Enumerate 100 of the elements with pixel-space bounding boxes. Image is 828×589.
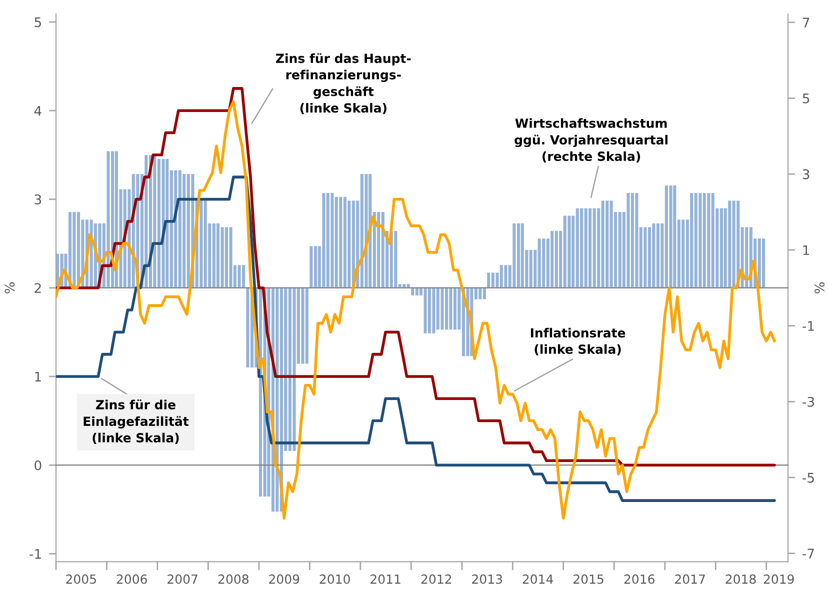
y-tick-label: 4 (34, 106, 42, 116)
bar (106, 151, 110, 288)
bar (538, 238, 541, 288)
bar (720, 208, 723, 288)
bar (550, 230, 554, 288)
bar (762, 238, 766, 288)
bar (669, 185, 672, 288)
bar (626, 193, 630, 288)
bar (415, 288, 418, 296)
y-tick-label: 1 (35, 372, 41, 382)
bar (563, 216, 566, 288)
bar (745, 227, 748, 288)
line-series (56, 87, 776, 466)
bar (310, 246, 313, 288)
x-tick-label: 2012 (421, 574, 452, 584)
bar (580, 208, 584, 288)
y2-tick-label: 5 (802, 94, 810, 104)
bar (276, 288, 279, 512)
bar (339, 196, 342, 288)
bar (153, 155, 156, 288)
bar (440, 288, 444, 330)
bar (432, 288, 436, 334)
x-tick-label: 2016 (624, 574, 654, 584)
bar (673, 185, 676, 288)
x-tick-label: 2013 (472, 574, 502, 584)
text: Zins für das Haupt- refinanzierungs- geschäft (linke Skala) (276, 53, 411, 114)
line-series (56, 100, 776, 520)
bar (76, 212, 80, 288)
bar (292, 288, 296, 451)
bar (348, 200, 351, 288)
x-tick-label: 2011 (370, 574, 400, 584)
x-tick-label: 2017 (675, 574, 705, 584)
bar (516, 223, 520, 288)
bar (592, 208, 596, 288)
bar (449, 288, 452, 330)
bar (588, 208, 592, 288)
bar (144, 155, 148, 288)
bar (702, 193, 706, 288)
bar (186, 174, 190, 288)
bar (568, 216, 571, 288)
bar (204, 200, 207, 288)
bar (478, 288, 482, 300)
bar (229, 227, 232, 288)
x-tick-label: 2019 (764, 574, 794, 584)
bar (520, 223, 524, 288)
x-tick-label: 2010 (320, 574, 350, 584)
bar (576, 208, 579, 288)
bar (711, 193, 714, 288)
y-tick-label: 0 (34, 460, 42, 470)
x-tick-label: 2007 (168, 574, 198, 584)
bar (334, 196, 338, 288)
bar (166, 158, 169, 288)
bar (512, 223, 516, 288)
bar (554, 230, 558, 288)
y2-axis-title: % (814, 282, 825, 294)
text: Inflationsrate (linke Skala) (530, 328, 626, 356)
y2-tick-label: -5 (802, 472, 814, 483)
bar (610, 200, 613, 288)
bar (444, 288, 448, 330)
bar (377, 212, 380, 288)
y-tick-label: 3 (34, 194, 42, 204)
series-label: Wirtschaftswachstum ggü. Vorjahresquartal (rechte Skala) (514, 118, 668, 162)
bar (314, 246, 318, 288)
bar (500, 265, 503, 288)
bar (381, 212, 384, 288)
bar (529, 250, 532, 288)
bar (698, 193, 702, 288)
x-tick-label: 2018 (726, 574, 756, 584)
y2-tick-label: 1 (803, 245, 810, 255)
y2-tick-label: 3 (802, 169, 810, 180)
bar (644, 227, 647, 288)
bar (504, 265, 508, 288)
bar (406, 284, 410, 288)
x-tick-label: 2014 (522, 574, 553, 584)
bar (326, 193, 330, 288)
y2-tick-label: 7 (802, 18, 810, 28)
bar (758, 238, 761, 288)
bar (411, 288, 414, 296)
bar (694, 193, 698, 288)
bar (305, 288, 308, 364)
bar (584, 208, 588, 288)
series-label: Zins für die Einlagefazilität (linke Skala) (84, 400, 189, 444)
bar (728, 200, 732, 288)
bar (200, 200, 203, 288)
bar (601, 200, 604, 288)
y2-tick-label: -7 (802, 548, 814, 558)
bar (246, 288, 250, 368)
bar (258, 288, 262, 496)
bar (238, 265, 241, 288)
bar (436, 288, 440, 330)
bar (72, 212, 76, 288)
bar (635, 193, 638, 288)
y-tick-label: -1 (30, 549, 41, 559)
bar (648, 227, 652, 288)
bar (682, 220, 685, 288)
y-tick-label: 5 (34, 17, 41, 28)
line-series (56, 176, 776, 502)
bar (487, 272, 490, 288)
bar (542, 238, 546, 288)
bar (652, 223, 656, 288)
